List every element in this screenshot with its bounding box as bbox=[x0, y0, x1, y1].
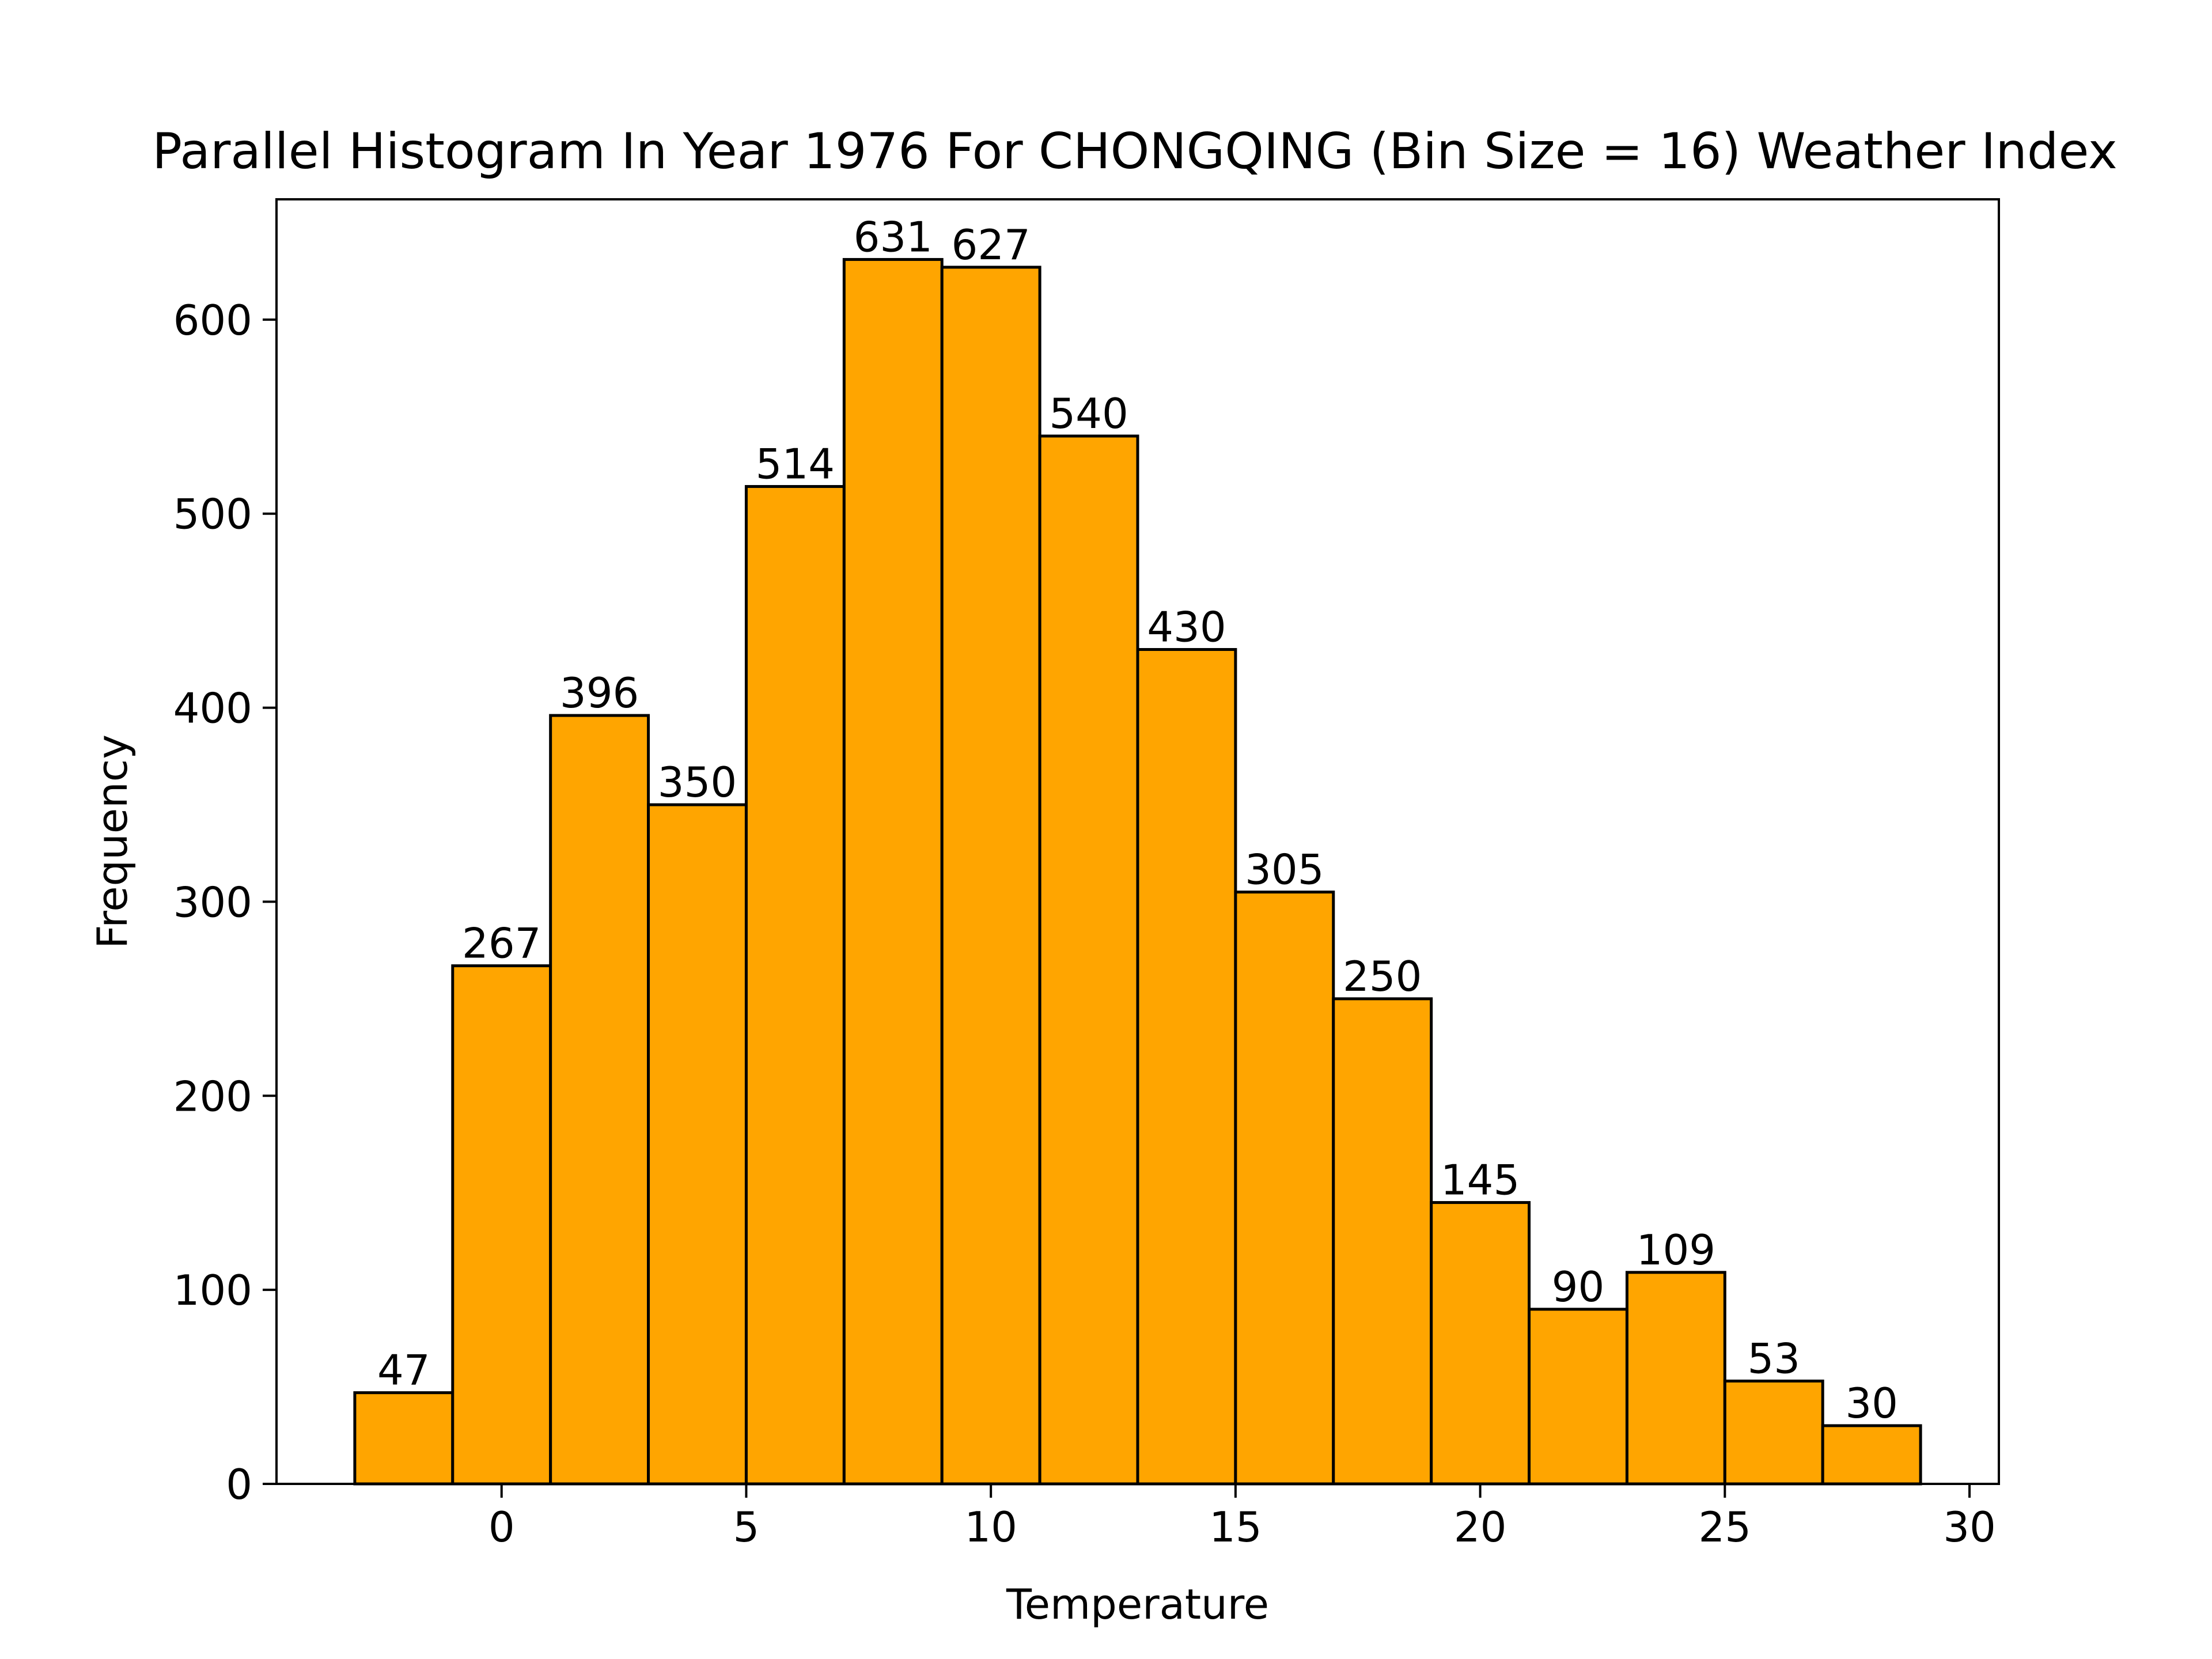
histogram-bar bbox=[1528, 1308, 1628, 1486]
x-tick-label: 20 bbox=[1454, 1503, 1507, 1551]
y-tick-label: 200 bbox=[173, 1072, 252, 1120]
histogram-bar bbox=[1136, 648, 1237, 1486]
histogram-bar bbox=[1625, 1271, 1726, 1486]
y-tick-label: 100 bbox=[173, 1266, 252, 1315]
plot-frame bbox=[275, 198, 2000, 1485]
bar-value-label: 631 bbox=[854, 213, 933, 261]
bar-value-label: 514 bbox=[756, 440, 835, 488]
bar-value-label: 627 bbox=[951, 221, 1030, 269]
histogram-bar bbox=[549, 714, 650, 1486]
x-tick-label: 5 bbox=[733, 1503, 760, 1551]
y-axis: 0 100 200 300 400 500 600 bbox=[173, 296, 276, 1509]
bar-value-label: 109 bbox=[1637, 1226, 1715, 1274]
histogram-bar bbox=[353, 1391, 454, 1486]
data-labels-group: 47 267 396 350 514 631 627 540 430 305 250 145 90 109… bbox=[377, 213, 1898, 1427]
bar-value-label: 305 bbox=[1245, 846, 1324, 894]
x-tick-label: 15 bbox=[1209, 1503, 1262, 1551]
y-tick-label: 0 bbox=[226, 1460, 252, 1509]
bar-value-label: 47 bbox=[377, 1346, 430, 1395]
x-tick-label: 25 bbox=[1699, 1503, 1752, 1551]
histogram-bar bbox=[1430, 1201, 1531, 1486]
histogram-bar bbox=[744, 485, 846, 1486]
bar-value-label: 250 bbox=[1343, 952, 1422, 1001]
histogram-bar bbox=[842, 257, 944, 1486]
x-tick-label: 10 bbox=[964, 1503, 1017, 1551]
bar-value-label: 540 bbox=[1049, 389, 1128, 438]
histogram-bar bbox=[647, 803, 748, 1486]
bars-group bbox=[353, 257, 1922, 1486]
x-axis: 0 5 10 15 20 25 30 bbox=[488, 1484, 1996, 1551]
histogram-bar bbox=[1821, 1424, 1922, 1486]
bar-value-label: 396 bbox=[560, 669, 639, 717]
histogram-bar bbox=[1332, 997, 1433, 1486]
x-axis-label: Temperature bbox=[1006, 1580, 1269, 1628]
histogram-bar bbox=[1723, 1379, 1824, 1486]
bar-value-label: 53 bbox=[1747, 1334, 1800, 1382]
histogram-bar bbox=[1038, 434, 1139, 1486]
y-tick-label: 500 bbox=[173, 490, 252, 539]
histogram-bar bbox=[451, 964, 552, 1486]
bar-value-label: 430 bbox=[1147, 603, 1226, 652]
chart-title: Parallel Histogram In Year 1976 For CHON… bbox=[152, 123, 2118, 180]
y-tick-label: 600 bbox=[173, 296, 252, 344]
y-axis-label: Frequency bbox=[88, 734, 137, 949]
x-tick-label: 30 bbox=[1943, 1503, 1996, 1551]
bar-value-label: 145 bbox=[1441, 1156, 1520, 1205]
y-tick-label: 400 bbox=[173, 684, 252, 733]
bar-value-label: 267 bbox=[462, 919, 541, 968]
bar-value-label: 350 bbox=[658, 758, 737, 806]
x-tick-label: 0 bbox=[488, 1503, 515, 1551]
histogram-bar bbox=[940, 266, 1041, 1486]
histogram-bar bbox=[1234, 891, 1335, 1486]
bar-value-label: 90 bbox=[1552, 1263, 1605, 1311]
bar-value-label: 30 bbox=[1845, 1379, 1898, 1427]
y-tick-label: 300 bbox=[173, 878, 252, 926]
